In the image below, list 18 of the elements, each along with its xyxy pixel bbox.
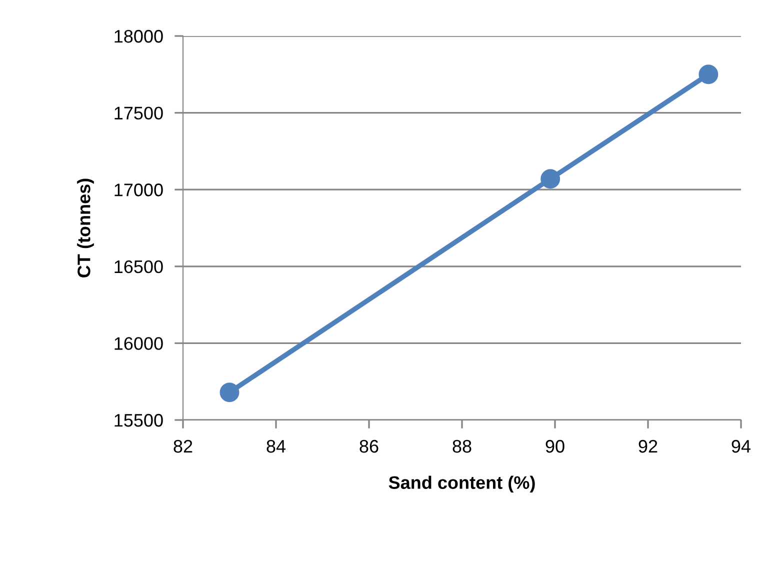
point (540, 169, 560, 189)
x-axis-title: Sand content (%) (388, 476, 535, 493)
y-axis-title: CT (tonnes) (77, 178, 94, 278)
x-tick-label: 94 (732, 440, 751, 453)
point (220, 382, 240, 402)
x-tick-label: 86 (360, 440, 378, 453)
x-tick-label: 82 (174, 440, 192, 453)
y-tick-label: 15500 (114, 414, 163, 427)
x-tick-label: 92 (638, 440, 658, 453)
y-tick-label: 16000 (114, 337, 163, 350)
x-tick-label: 90 (546, 440, 564, 453)
y-tick-label: 18000 (114, 30, 163, 43)
point (698, 64, 718, 84)
x-tick-label: 88 (452, 440, 472, 453)
y-tick-label: 16500 (114, 260, 163, 274)
x-tick-label: 84 (266, 440, 286, 453)
y-tick-label: 17000 (114, 184, 163, 196)
y-tick-label: 17500 (114, 106, 163, 120)
